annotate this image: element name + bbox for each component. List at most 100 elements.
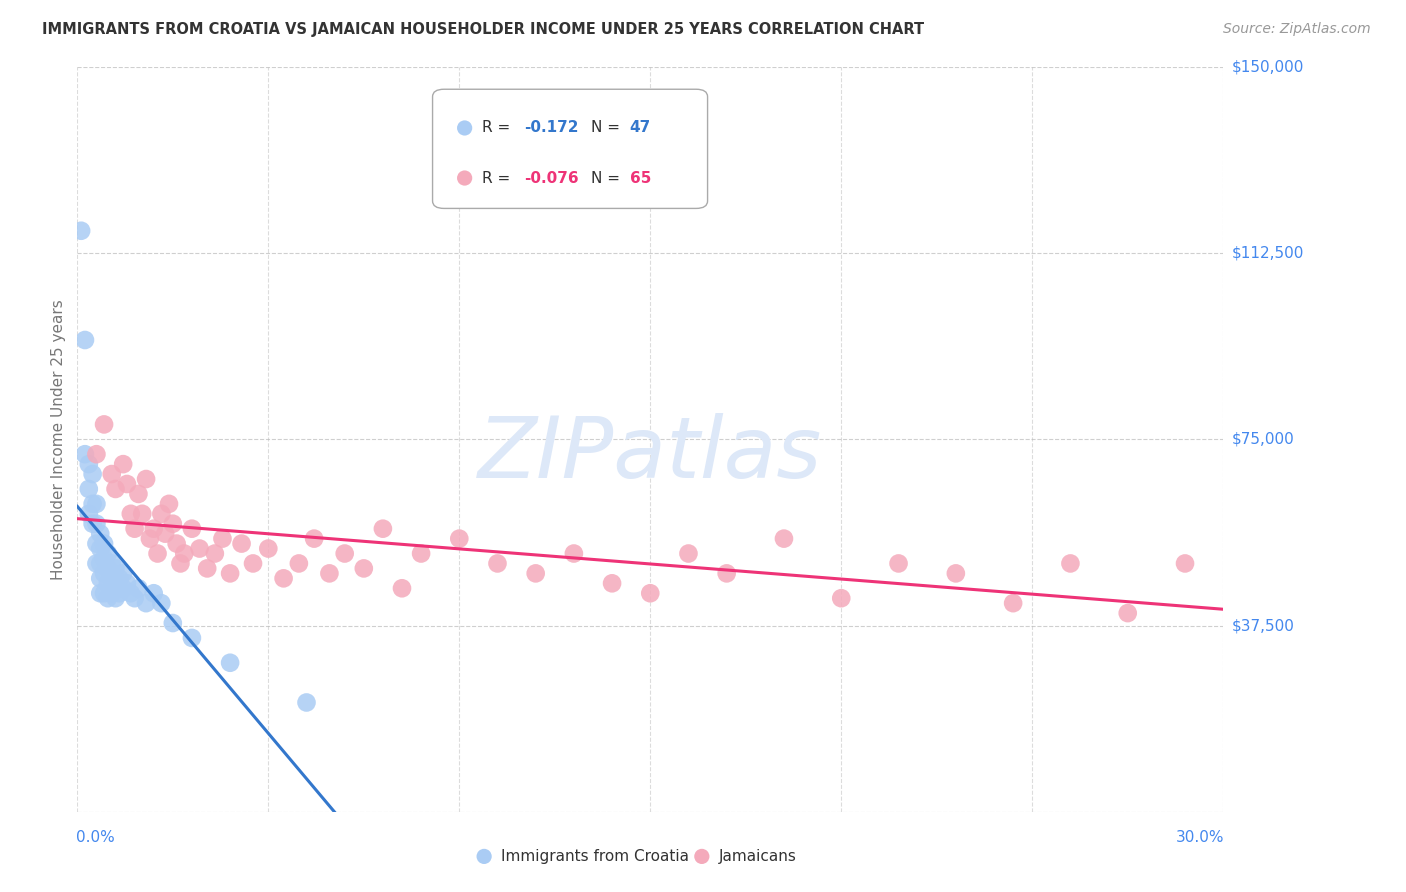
Point <box>115 477 138 491</box>
Point <box>391 582 413 596</box>
Point <box>1002 596 1025 610</box>
Point <box>162 516 184 531</box>
Point <box>242 557 264 571</box>
Point <box>486 557 509 571</box>
Point <box>219 566 242 581</box>
Point <box>124 591 146 606</box>
FancyBboxPatch shape <box>433 89 707 209</box>
Point <box>288 557 311 571</box>
Point <box>77 457 100 471</box>
Point <box>100 586 122 600</box>
Point <box>86 516 108 531</box>
Point <box>73 447 96 461</box>
Point <box>108 586 131 600</box>
Y-axis label: Householder Income Under 25 years: Householder Income Under 25 years <box>51 299 66 580</box>
Point <box>73 333 96 347</box>
Point <box>188 541 211 556</box>
Point <box>302 532 325 546</box>
Point <box>82 516 104 531</box>
Point <box>371 522 394 536</box>
Point <box>104 591 127 606</box>
Point <box>112 582 135 596</box>
Point <box>89 526 111 541</box>
Point <box>93 536 115 550</box>
Point <box>100 571 122 585</box>
Point <box>70 224 93 238</box>
Point <box>89 541 111 556</box>
Point <box>142 586 165 600</box>
Text: 47: 47 <box>630 120 651 136</box>
Point <box>449 532 471 546</box>
Point <box>204 547 226 561</box>
Text: 0.0%: 0.0% <box>76 830 115 846</box>
Point <box>150 596 173 610</box>
Point <box>100 557 122 571</box>
Point <box>86 497 108 511</box>
Point <box>100 467 122 481</box>
Point <box>139 532 162 546</box>
Point <box>127 487 149 501</box>
Text: 30.0%: 30.0% <box>1175 830 1225 846</box>
Text: -0.172: -0.172 <box>524 120 579 136</box>
Point <box>157 497 180 511</box>
Point <box>146 547 169 561</box>
Point <box>150 507 173 521</box>
Point <box>318 566 340 581</box>
Point <box>104 482 127 496</box>
Text: -0.076: -0.076 <box>524 170 579 186</box>
Point <box>219 656 242 670</box>
Point <box>153 526 176 541</box>
Text: N =: N = <box>591 120 624 136</box>
Point <box>135 596 157 610</box>
Point <box>120 586 142 600</box>
Point <box>97 547 120 561</box>
Point <box>1174 557 1197 571</box>
Text: IMMIGRANTS FROM CROATIA VS JAMAICAN HOUSEHOLDER INCOME UNDER 25 YEARS CORRELATIO: IMMIGRANTS FROM CROATIA VS JAMAICAN HOUS… <box>42 22 924 37</box>
Point <box>1357 805 1379 819</box>
Text: N =: N = <box>591 170 624 186</box>
Point <box>89 557 111 571</box>
Point <box>115 576 138 591</box>
Point <box>524 566 547 581</box>
Point <box>127 582 149 596</box>
Point <box>180 522 204 536</box>
Point <box>112 457 135 471</box>
Point <box>135 472 157 486</box>
Point <box>82 467 104 481</box>
Point <box>257 541 280 556</box>
Point <box>640 586 662 600</box>
Point <box>120 507 142 521</box>
Text: R =: R = <box>482 120 515 136</box>
Point <box>86 447 108 461</box>
Text: $150,000: $150,000 <box>1232 60 1303 74</box>
Point <box>1116 606 1139 620</box>
Point <box>97 591 120 606</box>
Text: $112,500: $112,500 <box>1232 245 1303 260</box>
Point <box>166 536 188 550</box>
Point <box>108 571 131 585</box>
Point <box>86 536 108 550</box>
Point <box>600 576 623 591</box>
Point <box>97 561 120 575</box>
Point <box>295 696 318 710</box>
Point <box>333 547 356 561</box>
Text: 65: 65 <box>630 170 651 186</box>
Text: $75,000: $75,000 <box>1232 432 1295 447</box>
Text: Jamaicans: Jamaicans <box>718 849 797 864</box>
Point <box>131 507 153 521</box>
Point <box>82 497 104 511</box>
Point <box>89 586 111 600</box>
Point <box>162 615 184 630</box>
Point <box>104 561 127 575</box>
Point <box>124 522 146 536</box>
Point <box>678 547 700 561</box>
Point <box>411 547 433 561</box>
Point <box>273 571 295 585</box>
Point <box>93 551 115 566</box>
Point <box>1357 805 1379 819</box>
Point <box>77 482 100 496</box>
Point <box>773 532 796 546</box>
Point <box>1059 557 1081 571</box>
Point <box>211 532 233 546</box>
Point <box>562 547 585 561</box>
